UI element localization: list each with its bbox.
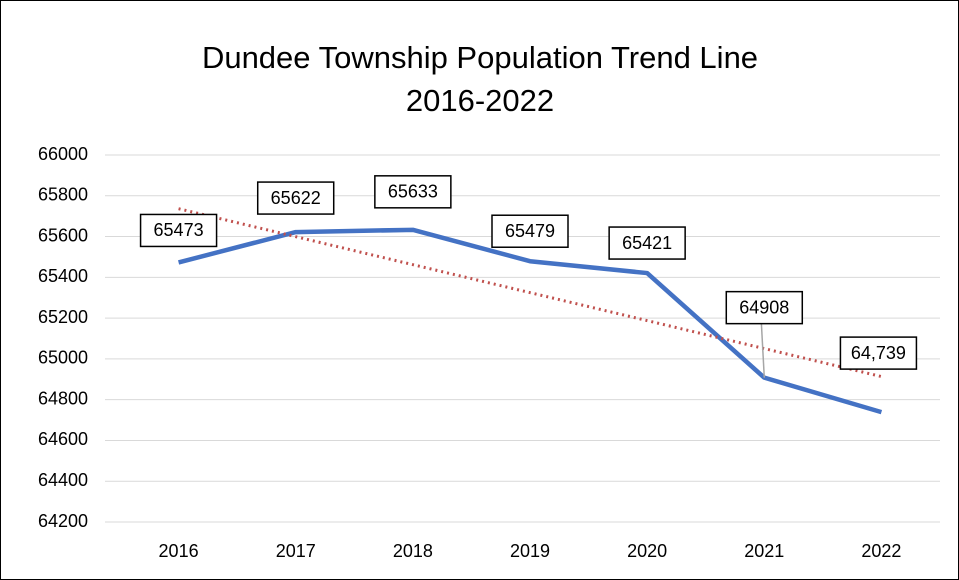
x-tick-label: 2016 [159,541,199,561]
x-tick-label: 2019 [510,541,550,561]
label-box [374,175,452,209]
y-tick-label: 65800 [38,185,88,205]
x-tick-label: 2022 [861,541,901,561]
chart-title: Dundee Township Population Trend Line [202,40,758,75]
data-label: 65421 [622,233,672,253]
y-tick-label: 66000 [38,144,88,164]
data-label: 65479 [505,221,555,241]
y-tick-label: 65200 [38,307,88,327]
trend-line [178,207,882,379]
chart-subtitle: 2016-2022 [406,83,554,118]
leader-line [760,321,766,378]
x-tick-label: 2018 [393,541,433,561]
data-label: 65473 [154,220,204,240]
label-box [256,181,335,215]
x-tick-label: 2021 [744,541,784,561]
y-tick-label: 64800 [38,388,88,408]
label-box [839,336,918,370]
y-tick-label: 64600 [38,429,88,449]
data-label: 65633 [388,182,438,202]
y-tick-label: 65000 [38,348,88,368]
label-box [491,214,569,248]
data-label: 65622 [271,188,321,208]
y-tick-label: 64200 [38,511,88,531]
label-box [608,226,686,260]
label-box [725,290,804,325]
x-tick-label: 2020 [627,541,667,561]
x-tick-label: 2017 [276,541,316,561]
data-label: 64908 [739,297,789,317]
y-tick-label: 65400 [38,266,88,286]
y-tick-label: 65600 [38,225,88,245]
y-tick-label: 64400 [38,470,88,490]
data-label: 64,739 [851,343,906,363]
label-box [139,213,218,248]
